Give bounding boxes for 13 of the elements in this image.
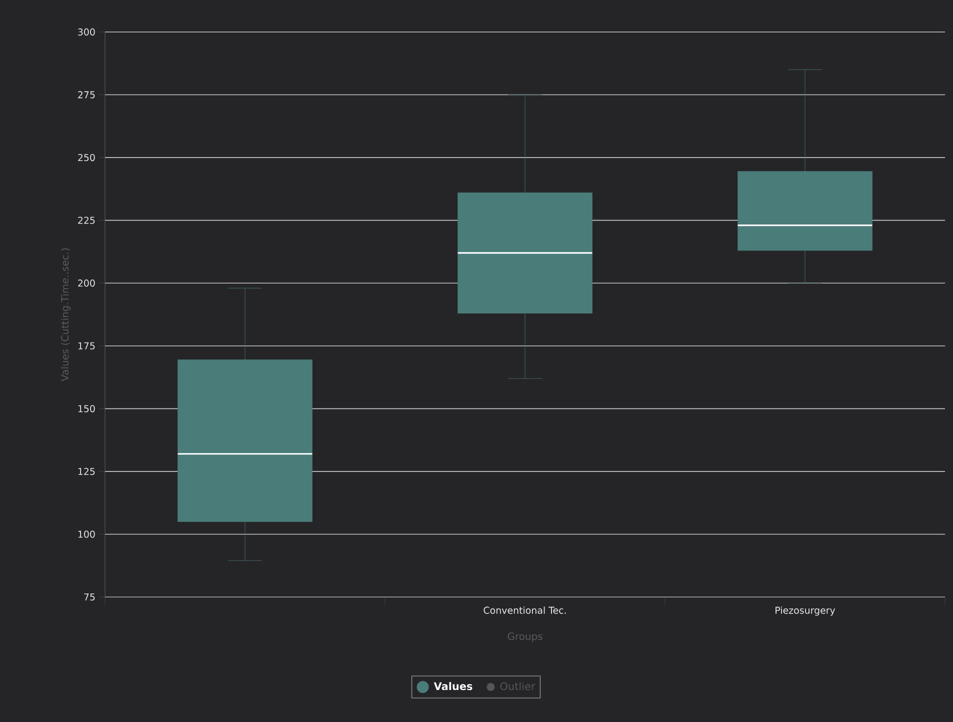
y-tick-label: 225 [78,216,95,224]
x-tick-label: Conventional Tec. [484,606,566,614]
y-tick-label: 300 [78,28,95,36]
x-tick-label: Piezosurgery [776,606,836,616]
y-tick-label: 125 [78,468,95,476]
y-tick-label: 100 [78,530,95,538]
y-tick-label: 150 [78,405,95,412]
legend-label: Values [434,682,472,690]
y-tick-label: 250 [78,154,95,162]
y-tick-label: 200 [78,280,95,287]
y-tick-label: 275 [78,91,95,98]
y-tick-label: 75 [84,593,95,601]
y-tick-label: 175 [78,342,95,350]
